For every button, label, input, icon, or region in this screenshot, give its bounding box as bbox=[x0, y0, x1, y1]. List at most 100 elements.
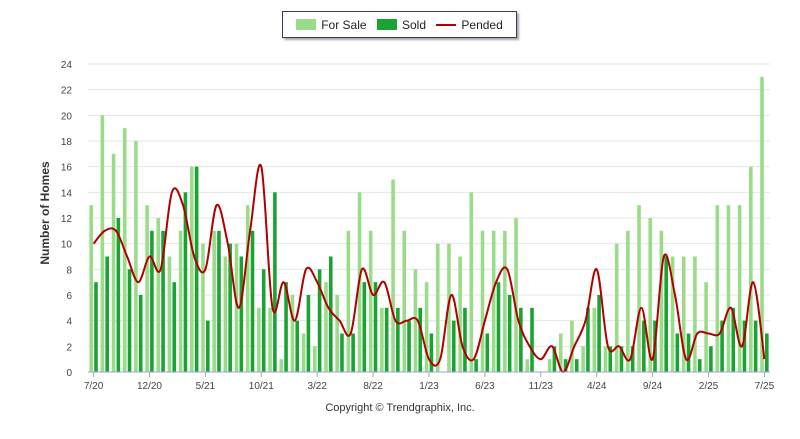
legend-item-for-sale: For Sale bbox=[296, 17, 367, 32]
bar-sold bbox=[664, 256, 668, 372]
bar-sold bbox=[451, 320, 456, 372]
bar-sold bbox=[261, 269, 266, 372]
legend-item-pended: Pended bbox=[436, 18, 503, 32]
bar-for-sale bbox=[458, 256, 462, 372]
bar-for-sale bbox=[223, 256, 228, 372]
bar-for-sale bbox=[380, 307, 384, 372]
bar-for-sale bbox=[201, 243, 205, 372]
bar-sold bbox=[586, 307, 590, 372]
bar-for-sale bbox=[681, 256, 686, 372]
bar-for-sale bbox=[760, 76, 764, 372]
bar-for-sale bbox=[581, 346, 585, 372]
bar-sold bbox=[608, 346, 613, 372]
y-tick-label: 10 bbox=[61, 240, 73, 251]
bar-sold bbox=[127, 269, 132, 372]
y-axis-label: Number of Homes bbox=[38, 161, 52, 265]
legend-label-for-sale: For Sale bbox=[321, 17, 367, 32]
bar-for-sale bbox=[737, 205, 742, 372]
chart-legend: For Sale Sold Pended bbox=[282, 11, 517, 38]
bar-for-sale bbox=[670, 256, 675, 372]
bar-for-sale bbox=[749, 166, 753, 372]
x-tick-label: 11/23 bbox=[529, 381, 554, 392]
pended-swatch bbox=[436, 23, 457, 26]
pended-line bbox=[92, 163, 766, 374]
bar-sold bbox=[250, 230, 255, 372]
x-tick-label: 2/25 bbox=[699, 381, 719, 392]
y-tick-label: 4 bbox=[66, 317, 72, 328]
bar-sold bbox=[753, 320, 758, 372]
bar-for-sale bbox=[435, 243, 440, 372]
bar-sold bbox=[597, 295, 601, 372]
bar-for-sale bbox=[268, 307, 272, 372]
x-tick-label: 10/21 bbox=[249, 381, 274, 392]
x-tick-label: 4/24 bbox=[587, 381, 607, 392]
bar-sold bbox=[675, 333, 680, 372]
bar-for-sale bbox=[413, 269, 418, 372]
legend-item-sold: Sold bbox=[376, 17, 426, 32]
bar-sold bbox=[273, 192, 277, 372]
bar-sold bbox=[172, 282, 177, 372]
bar-for-sale bbox=[100, 115, 105, 372]
x-tick-label: 1/23 bbox=[419, 381, 439, 392]
bar-for-sale bbox=[134, 141, 138, 372]
x-tick-label: 7/25 bbox=[755, 381, 775, 392]
bar-sold bbox=[742, 320, 747, 372]
bar-for-sale bbox=[480, 230, 485, 372]
bar-sold bbox=[552, 346, 557, 372]
bar-sold bbox=[150, 230, 154, 372]
bar-for-sale bbox=[145, 205, 149, 372]
y-tick-label: 20 bbox=[61, 111, 73, 122]
bar-for-sale bbox=[324, 282, 328, 372]
bar-sold bbox=[317, 269, 322, 372]
bar-for-sale bbox=[290, 295, 295, 372]
bar-for-sale bbox=[301, 333, 306, 372]
bar-sold bbox=[720, 320, 724, 372]
bar-sold bbox=[306, 295, 311, 372]
bar-sold bbox=[519, 307, 523, 372]
bar-for-sale bbox=[637, 205, 641, 372]
bar-for-sale bbox=[503, 230, 507, 372]
bar-sold bbox=[642, 320, 646, 372]
bar-sold bbox=[507, 295, 512, 372]
y-tick-label: 22 bbox=[61, 86, 73, 97]
bar-for-sale bbox=[312, 346, 317, 372]
y-tick-label: 12 bbox=[61, 214, 73, 225]
x-tick-label: 12/20 bbox=[137, 381, 162, 392]
bar-for-sale bbox=[614, 243, 619, 372]
x-tick-label: 6/23 bbox=[475, 381, 495, 392]
x-tick-label: 7/20 bbox=[84, 381, 104, 392]
y-tick-label: 18 bbox=[61, 137, 73, 148]
bar-sold bbox=[94, 282, 98, 372]
bar-sold bbox=[228, 243, 232, 372]
bar-sold bbox=[530, 307, 534, 372]
bar-for-sale bbox=[547, 359, 552, 372]
y-tick-label: 0 bbox=[66, 368, 72, 379]
bar-for-sale bbox=[715, 205, 720, 372]
bar-for-sale bbox=[111, 153, 116, 372]
bar-for-sale bbox=[190, 166, 194, 372]
bar-for-sale bbox=[279, 359, 284, 372]
bar-for-sale bbox=[346, 230, 351, 372]
x-tick-label: 8/22 bbox=[363, 381, 383, 392]
bar-for-sale bbox=[335, 295, 339, 372]
bar-sold bbox=[407, 320, 411, 372]
bar-for-sale bbox=[245, 205, 250, 372]
bar-for-sale bbox=[592, 307, 597, 372]
bar-for-sale bbox=[257, 307, 261, 372]
bar-sold bbox=[161, 230, 165, 372]
bar-for-sale bbox=[726, 205, 731, 372]
bar-for-sale bbox=[212, 230, 216, 372]
bar-sold bbox=[429, 333, 434, 372]
y-tick-label: 24 bbox=[61, 60, 73, 71]
bar-for-sale bbox=[693, 256, 697, 372]
bar-sold bbox=[384, 307, 389, 372]
legend-label-sold: Sold bbox=[401, 17, 426, 32]
sold-swatch bbox=[376, 19, 397, 30]
bar-sold bbox=[138, 295, 143, 372]
bar-sold bbox=[373, 282, 378, 372]
bar-sold bbox=[731, 307, 736, 372]
bar-for-sale bbox=[391, 179, 395, 372]
bar-for-sale bbox=[525, 359, 530, 372]
